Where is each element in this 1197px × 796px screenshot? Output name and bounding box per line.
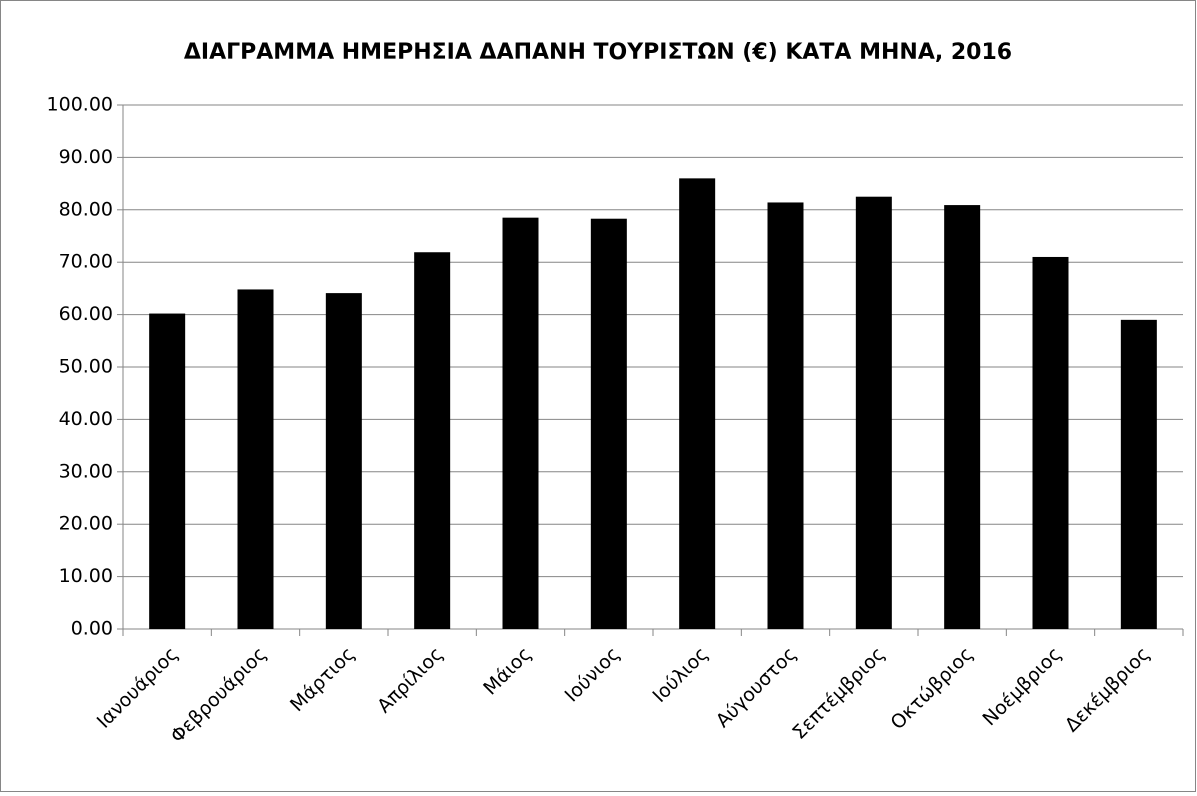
bar bbox=[944, 205, 981, 630]
bar bbox=[502, 217, 539, 629]
y-tick-label: 10.00 bbox=[59, 565, 113, 587]
bar bbox=[237, 289, 274, 629]
y-tick-label: 20.00 bbox=[59, 513, 113, 535]
bar bbox=[590, 218, 627, 629]
chart-title: ΔΙΑΓΡΑΜΜΑ ΗΜΕΡΗΣΙΑ ΔΑΠΑΝΗ ΤΟΥΡΙΣΤΩΝ (€) … bbox=[184, 40, 1012, 65]
bar bbox=[149, 313, 186, 629]
bar bbox=[414, 252, 451, 629]
bar bbox=[855, 196, 892, 629]
bar bbox=[767, 202, 804, 630]
y-tick-label: 70.00 bbox=[59, 251, 113, 273]
bar bbox=[679, 178, 716, 630]
y-tick-label: 100.00 bbox=[47, 94, 113, 116]
y-tick-label: 80.00 bbox=[59, 198, 113, 220]
y-tick-label: 0.00 bbox=[71, 618, 113, 640]
y-tick-label: 90.00 bbox=[59, 146, 113, 168]
bar bbox=[325, 293, 362, 629]
y-tick-label: 60.00 bbox=[59, 303, 113, 325]
bar bbox=[1032, 256, 1069, 629]
bar bbox=[1120, 319, 1157, 629]
y-tick-label: 30.00 bbox=[59, 460, 113, 482]
y-tick-label: 40.00 bbox=[59, 408, 113, 430]
y-tick-label: 50.00 bbox=[59, 356, 113, 378]
